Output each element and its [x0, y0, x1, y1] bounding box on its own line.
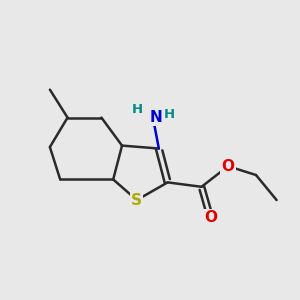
- Text: O: O: [204, 210, 217, 225]
- Text: S: S: [131, 193, 142, 208]
- Text: O: O: [221, 159, 235, 174]
- Text: H: H: [132, 103, 143, 116]
- Text: H: H: [164, 108, 175, 121]
- Text: N: N: [150, 110, 163, 125]
